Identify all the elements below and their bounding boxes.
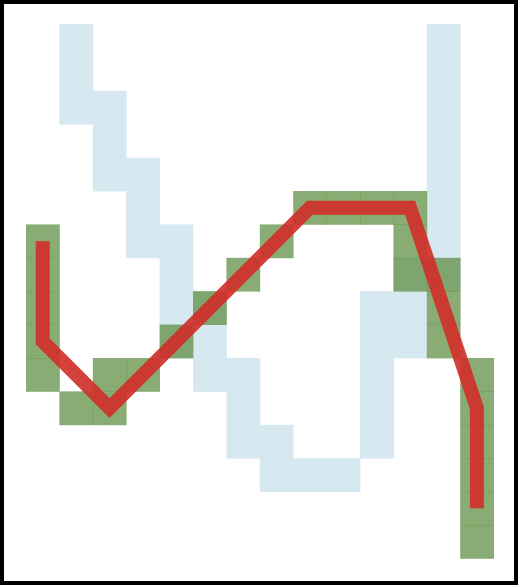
hint-cell <box>226 424 261 459</box>
hint-cell <box>126 157 160 192</box>
hint-cell <box>159 224 194 259</box>
hint-cell <box>426 157 461 192</box>
hint-cell <box>159 257 194 292</box>
player-cell[interactable] <box>59 391 94 426</box>
hint-cell <box>360 424 394 459</box>
hint-cell <box>59 24 94 58</box>
player-cell[interactable] <box>26 358 60 392</box>
hint-cell <box>426 124 461 158</box>
hint-cell <box>92 90 127 125</box>
hint-cell <box>360 391 394 426</box>
hint-cell <box>360 291 394 325</box>
hint-cell <box>59 57 94 92</box>
hint-cell <box>360 324 394 359</box>
hint-cell <box>326 458 361 492</box>
hint-cell <box>426 191 461 225</box>
hint-cell <box>393 291 428 325</box>
hint-cell <box>226 358 261 392</box>
hint-cell <box>193 358 227 392</box>
drawn-path-line <box>35 200 484 509</box>
hint-cell <box>126 191 160 225</box>
hint-cell <box>293 458 327 492</box>
hint-cell <box>426 90 461 125</box>
player-cell[interactable] <box>92 358 127 392</box>
hint-cell <box>92 124 127 158</box>
hint-cell <box>193 324 227 359</box>
hint-cell <box>259 424 294 459</box>
hint-cell <box>92 157 127 192</box>
hint-cell <box>426 57 461 92</box>
player-cell[interactable] <box>460 525 494 559</box>
hint-cell <box>126 224 160 259</box>
hint-cell <box>259 458 294 492</box>
hint-cell <box>159 291 194 325</box>
hint-cell <box>226 391 261 426</box>
hint-cell <box>393 324 428 359</box>
hint-cell <box>426 24 461 58</box>
hint-cell <box>360 358 394 392</box>
hint-cell <box>59 90 94 125</box>
